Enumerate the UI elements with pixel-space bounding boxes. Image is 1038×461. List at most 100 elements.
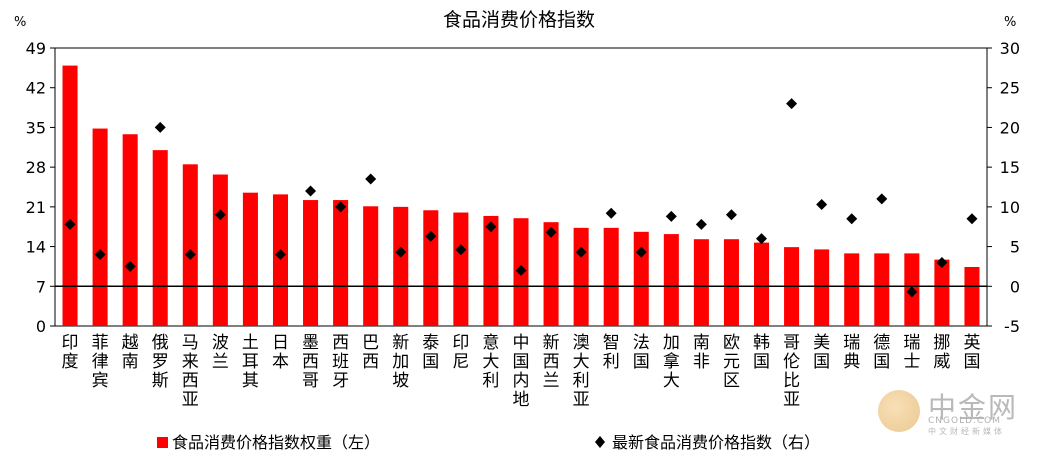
right-tick-label: 15 (1000, 158, 1020, 177)
bar (754, 242, 770, 326)
right-tick-label: 10 (1000, 198, 1020, 217)
scatter-point (124, 260, 136, 272)
bar (303, 200, 319, 326)
left-axis-unit: % (14, 15, 26, 30)
bar (182, 164, 198, 326)
category-label: 中国内地 (513, 333, 530, 410)
chart-title: 食品消费价格指数 (443, 9, 595, 31)
watermark-name: 中金网 (928, 391, 1019, 424)
category-label: 墨西哥 (302, 333, 319, 391)
bar (483, 215, 499, 326)
scatter-point (575, 246, 587, 258)
bar (212, 174, 228, 326)
category-label: 智利 (603, 333, 620, 372)
category-label: 印尼 (452, 333, 469, 372)
category-label: 新加坡 (392, 333, 409, 391)
left-tick-label: 14 (26, 238, 46, 257)
category-label: 美国 (813, 333, 830, 372)
category-label: 瑞典 (843, 333, 860, 372)
category-label: 日本 (272, 333, 289, 372)
legend-diamond-marker (595, 436, 605, 448)
scatter-point (846, 213, 858, 225)
bar (723, 239, 739, 326)
scatter-point (485, 221, 497, 233)
bar (543, 222, 559, 326)
watermark-url: CNGOLD.COM (928, 416, 1002, 426)
left-tick-label: 7 (36, 277, 46, 296)
legend-diamond-label: 最新食品消费价格指数（右） (612, 433, 820, 452)
bar (333, 200, 349, 326)
scatter-point (665, 210, 677, 222)
right-tick-label: 5 (1010, 238, 1020, 257)
scatter-point (786, 98, 798, 110)
bar (242, 192, 258, 326)
right-tick-label: 0 (1010, 277, 1020, 296)
scatter-point (455, 244, 467, 256)
scatter-point (605, 207, 617, 219)
bar (874, 253, 890, 326)
scatter-point (515, 264, 527, 276)
right-axis-unit: % (1004, 15, 1016, 30)
category-label: 俄罗斯 (152, 333, 169, 391)
scatter-point (335, 201, 347, 213)
bar (844, 253, 860, 326)
scatter-point (395, 246, 407, 258)
category-label: 挪威 (933, 333, 950, 372)
scatter-point (214, 209, 226, 221)
legend: 食品消费价格指数权重（左） 最新食品消费价格指数（右） (157, 433, 820, 452)
category-label: 法国 (633, 333, 650, 372)
bar (453, 212, 469, 326)
left-tick-label: 49 (26, 39, 46, 58)
category-label: 欧元区 (723, 333, 740, 391)
watermark: 中金网 CNGOLD.COM 中文财经新媒体 (878, 386, 1028, 436)
category-label: 西班牙 (332, 333, 349, 391)
bar (62, 65, 78, 326)
watermark-tagline: 中文财经新媒体 (928, 427, 1005, 436)
bar (363, 206, 379, 326)
bar (152, 150, 168, 326)
scatter-point (184, 249, 196, 261)
category-label: 波兰 (212, 333, 229, 372)
category-label: 韩国 (753, 333, 770, 372)
scatter-point (365, 173, 377, 185)
bar (814, 249, 830, 326)
scatter-point (816, 198, 828, 210)
bar (633, 231, 649, 326)
bar (423, 210, 439, 326)
scatter-point (64, 218, 76, 230)
left-tick-label: 42 (26, 79, 46, 98)
legend-bar-swatch (157, 437, 168, 448)
left-tick-label: 21 (26, 198, 46, 217)
scatter-point (545, 226, 557, 238)
category-label: 英国 (963, 333, 980, 372)
legend-bar-label: 食品消费价格指数权重（左） (172, 433, 380, 452)
category-label: 泰国 (422, 333, 439, 372)
category-label: 土耳其 (242, 333, 259, 391)
left-tick-label: 35 (26, 118, 46, 137)
category-label: 巴西 (362, 333, 379, 372)
scatter-point (94, 249, 106, 261)
right-tick-label: -5 (1004, 317, 1020, 336)
scatter-point (305, 185, 317, 197)
category-label: 意大利 (482, 333, 499, 391)
scatter-point (725, 209, 737, 221)
bar (393, 206, 409, 326)
bar (934, 259, 950, 326)
scatter-point (756, 233, 768, 245)
left-tick-label: 28 (26, 158, 46, 177)
category-label: 越南 (122, 333, 139, 372)
category-label: 印度 (62, 333, 79, 372)
category-label: 哥伦比亚 (783, 333, 800, 410)
category-label: 加拿大 (663, 333, 680, 391)
scatter-point (635, 246, 647, 258)
scatter-point (936, 256, 948, 268)
bar (663, 234, 679, 326)
bar (964, 266, 980, 326)
scatter-point (876, 193, 888, 205)
scatter-point (425, 230, 437, 242)
right-tick-label: 20 (1000, 118, 1020, 137)
category-label: 澳大利亚 (573, 333, 590, 410)
watermark-logo-icon (878, 390, 920, 432)
bar (573, 227, 589, 326)
